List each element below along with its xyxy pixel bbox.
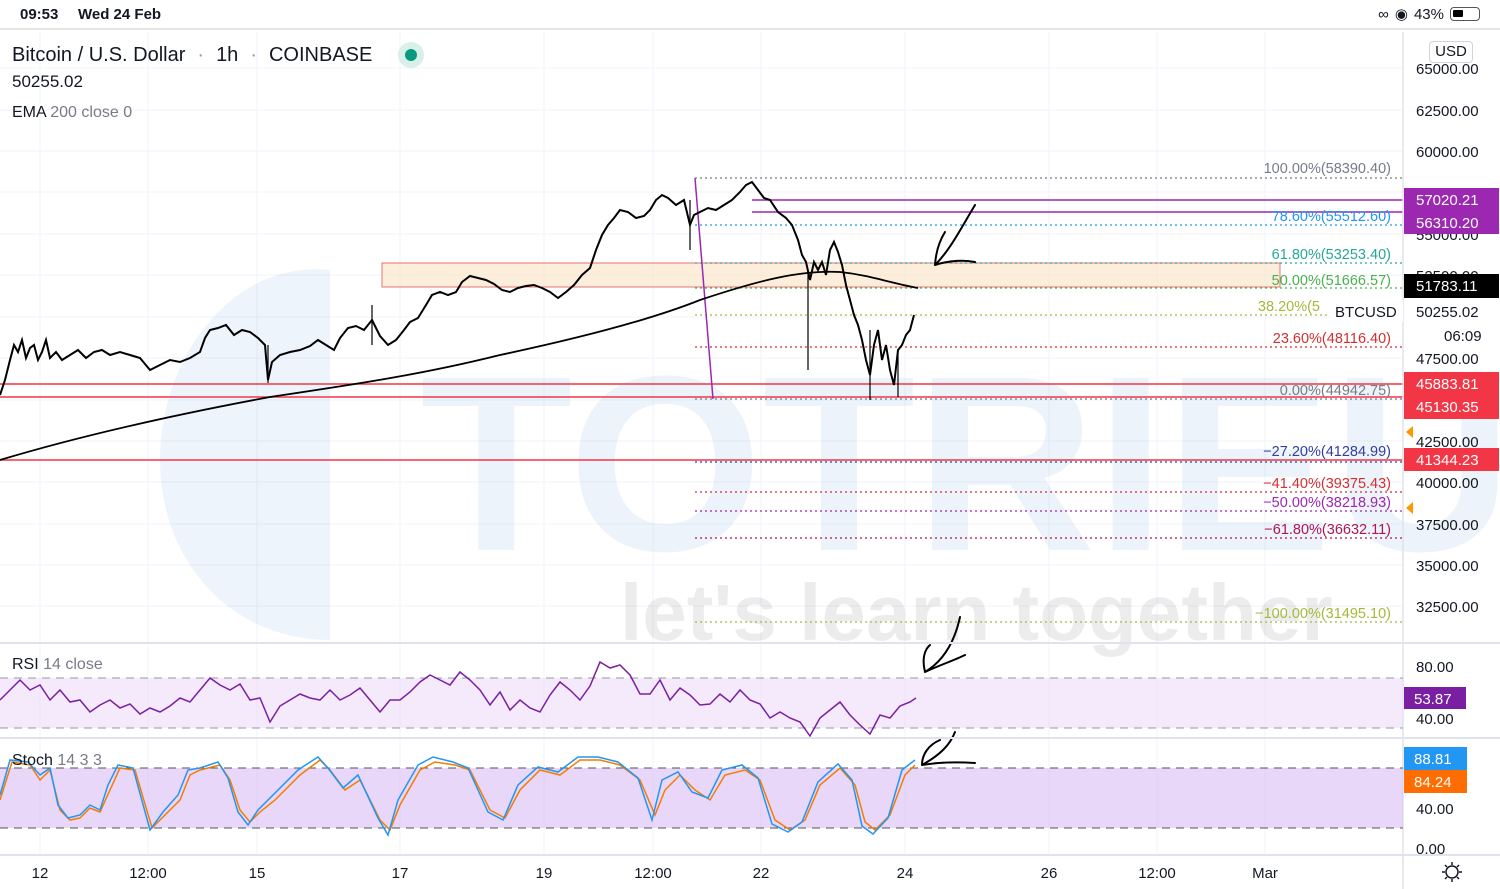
svg-text:15: 15 bbox=[249, 865, 266, 882]
horizontal-lines bbox=[0, 199, 1403, 461]
exchange: COINBASE bbox=[268, 43, 373, 66]
svg-text:−50.00%(38218.93): −50.00%(38218.93) bbox=[1263, 495, 1391, 511]
settings-gear-icon bbox=[1442, 862, 1462, 882]
battery-percent: 43% bbox=[1413, 5, 1444, 23]
stoch-band bbox=[0, 768, 1403, 828]
svg-text:−41.40%(39375.43): −41.40%(39375.43) bbox=[1263, 476, 1391, 492]
rsi-legend[interactable]: RSI 14 close bbox=[12, 656, 103, 674]
status-time: 09:53 bbox=[20, 6, 59, 23]
hand-drawn-arrows bbox=[921, 204, 976, 766]
svg-text:23.60%(48116.40): 23.60%(48116.40) bbox=[1273, 331, 1391, 347]
svg-text:56310.20: 56310.20 bbox=[1416, 215, 1479, 232]
svg-text:61.80%(53253.40): 61.80%(53253.40) bbox=[1272, 247, 1391, 263]
svg-text:−100.00%(31495.10): −100.00%(31495.10) bbox=[1255, 606, 1391, 622]
fibonacci-labels: 100.00%(58390.40) 78.60%(55512.60) 61.80… bbox=[1255, 161, 1391, 622]
price-candles bbox=[0, 180, 915, 396]
fibonacci-lines bbox=[695, 177, 1403, 623]
ema-200-line bbox=[0, 270, 919, 461]
chart-container[interactable]: TOTRIEU let's learn together 100.00%(583… bbox=[0, 32, 1500, 889]
svg-text:22: 22 bbox=[753, 865, 770, 882]
svg-text:57020.21: 57020.21 bbox=[1416, 192, 1479, 209]
stoch-d-line bbox=[0, 759, 916, 832]
bar-countdown: 06:09 bbox=[1444, 328, 1482, 345]
svg-text:65000.00: 65000.00 bbox=[1416, 61, 1479, 78]
ema-params: 200 close 0 bbox=[50, 104, 133, 121]
rsi-params: 14 close bbox=[43, 656, 103, 673]
stoch-title: Stoch bbox=[12, 752, 53, 769]
svg-text:35000.00: 35000.00 bbox=[1416, 558, 1479, 575]
last-price-label: 50255.02 bbox=[1416, 304, 1479, 321]
device-status-bar: 09:53 Wed 24 Feb ∞ ◉ 43% bbox=[0, 0, 1500, 30]
svg-text:−61.80%(36632.11): −61.80%(36632.11) bbox=[1264, 522, 1391, 538]
currency-button[interactable]: USD bbox=[1429, 41, 1473, 63]
chart-canvas[interactable]: TOTRIEU let's learn together 100.00%(583… bbox=[0, 32, 1500, 889]
svg-text:62500.00: 62500.00 bbox=[1416, 103, 1479, 120]
rsi-line bbox=[0, 660, 917, 738]
svg-text:47500.00: 47500.00 bbox=[1416, 351, 1479, 368]
svg-text:100.00%(58390.40): 100.00%(58390.40) bbox=[1264, 161, 1391, 177]
stoch-params: 14 3 3 bbox=[57, 752, 102, 769]
svg-text:32500.00: 32500.00 bbox=[1416, 599, 1479, 616]
svg-text:51783.11: 51783.11 bbox=[1416, 278, 1477, 295]
svg-text:41344.23: 41344.23 bbox=[1416, 452, 1479, 469]
rsi-value-label: 53.87 bbox=[1414, 691, 1452, 708]
svg-text:45883.81: 45883.81 bbox=[1416, 376, 1479, 393]
svg-text:Mar: Mar bbox=[1252, 865, 1278, 882]
battery-icon bbox=[1450, 7, 1480, 21]
svg-text:40.00: 40.00 bbox=[1416, 711, 1454, 728]
svg-text:12:00: 12:00 bbox=[1138, 865, 1176, 882]
svg-text:80.00: 80.00 bbox=[1416, 659, 1454, 676]
svg-text:37500.00: 37500.00 bbox=[1416, 517, 1479, 534]
chart-legend: Bitcoin / U.S. Dollar · 1h · COINBASE 50… bbox=[12, 42, 425, 121]
fib-trend-line bbox=[694, 177, 714, 400]
svg-text:26: 26 bbox=[1041, 865, 1058, 882]
ema-name: EMA bbox=[12, 104, 46, 121]
svg-text:12:00: 12:00 bbox=[129, 865, 167, 882]
symbol-label: BTCUSD bbox=[1335, 304, 1397, 321]
grid-lines bbox=[0, 32, 1403, 855]
stoch-legend[interactable]: Stoch 14 3 3 bbox=[12, 752, 102, 770]
alert-marker-icon bbox=[1406, 502, 1413, 514]
svg-text:38.20%(5: 38.20%(5 bbox=[1258, 299, 1320, 315]
time-axis: 12 12:00 15 17 19 12:00 22 24 26 12:00 M… bbox=[32, 865, 1278, 882]
rsi-band bbox=[0, 678, 1403, 728]
svg-text:0.00%(44942.75): 0.00%(44942.75) bbox=[1280, 383, 1391, 399]
supply-zone-rectangle bbox=[381, 262, 1281, 288]
svg-text:−27.20%(41284.99): −27.20%(41284.99) bbox=[1263, 444, 1391, 460]
status-date: Wed 24 Feb bbox=[78, 6, 162, 23]
svg-text:45130.35: 45130.35 bbox=[1416, 399, 1479, 416]
link-icon: ∞ bbox=[1378, 5, 1389, 23]
svg-text:42500.00: 42500.00 bbox=[1416, 434, 1479, 451]
svg-text:40.00: 40.00 bbox=[1416, 801, 1454, 818]
rsi-title: RSI bbox=[12, 656, 39, 673]
stoch-k-line bbox=[0, 756, 916, 837]
orientation-lock-icon: ◉ bbox=[1394, 6, 1408, 23]
svg-text:50.00%(51666.57): 50.00%(51666.57) bbox=[1272, 273, 1391, 289]
alert-marker-icon bbox=[1406, 426, 1413, 438]
market-open-icon bbox=[398, 42, 425, 68]
stoch-d-label: 84.24 bbox=[1414, 774, 1452, 791]
last-price: 50255.02 bbox=[12, 72, 83, 91]
svg-text:12: 12 bbox=[32, 865, 49, 882]
svg-text:19: 19 bbox=[536, 865, 553, 882]
svg-text:24: 24 bbox=[897, 865, 914, 882]
svg-text:40000.00: 40000.00 bbox=[1416, 475, 1479, 492]
ema-indicator-legend[interactable]: EMA 200 close 0 bbox=[12, 104, 132, 122]
svg-text:TOTRIEU: TOTRIEU bbox=[420, 324, 1500, 603]
svg-text:60000.00: 60000.00 bbox=[1416, 144, 1479, 161]
price-labels: 57020.21 56310.20 51783.11 45883.81 4513… bbox=[1404, 188, 1499, 471]
svg-text:17: 17 bbox=[392, 865, 409, 882]
candle-wicks bbox=[267, 200, 899, 400]
svg-text:0.00: 0.00 bbox=[1416, 841, 1445, 858]
interval[interactable]: 1h bbox=[216, 43, 239, 66]
symbol-title[interactable]: Bitcoin / U.S. Dollar bbox=[12, 43, 186, 66]
svg-text:78.60%(55512.60): 78.60%(55512.60) bbox=[1272, 209, 1391, 225]
stoch-k-label: 88.81 bbox=[1414, 751, 1452, 768]
svg-text:12:00: 12:00 bbox=[634, 865, 672, 882]
